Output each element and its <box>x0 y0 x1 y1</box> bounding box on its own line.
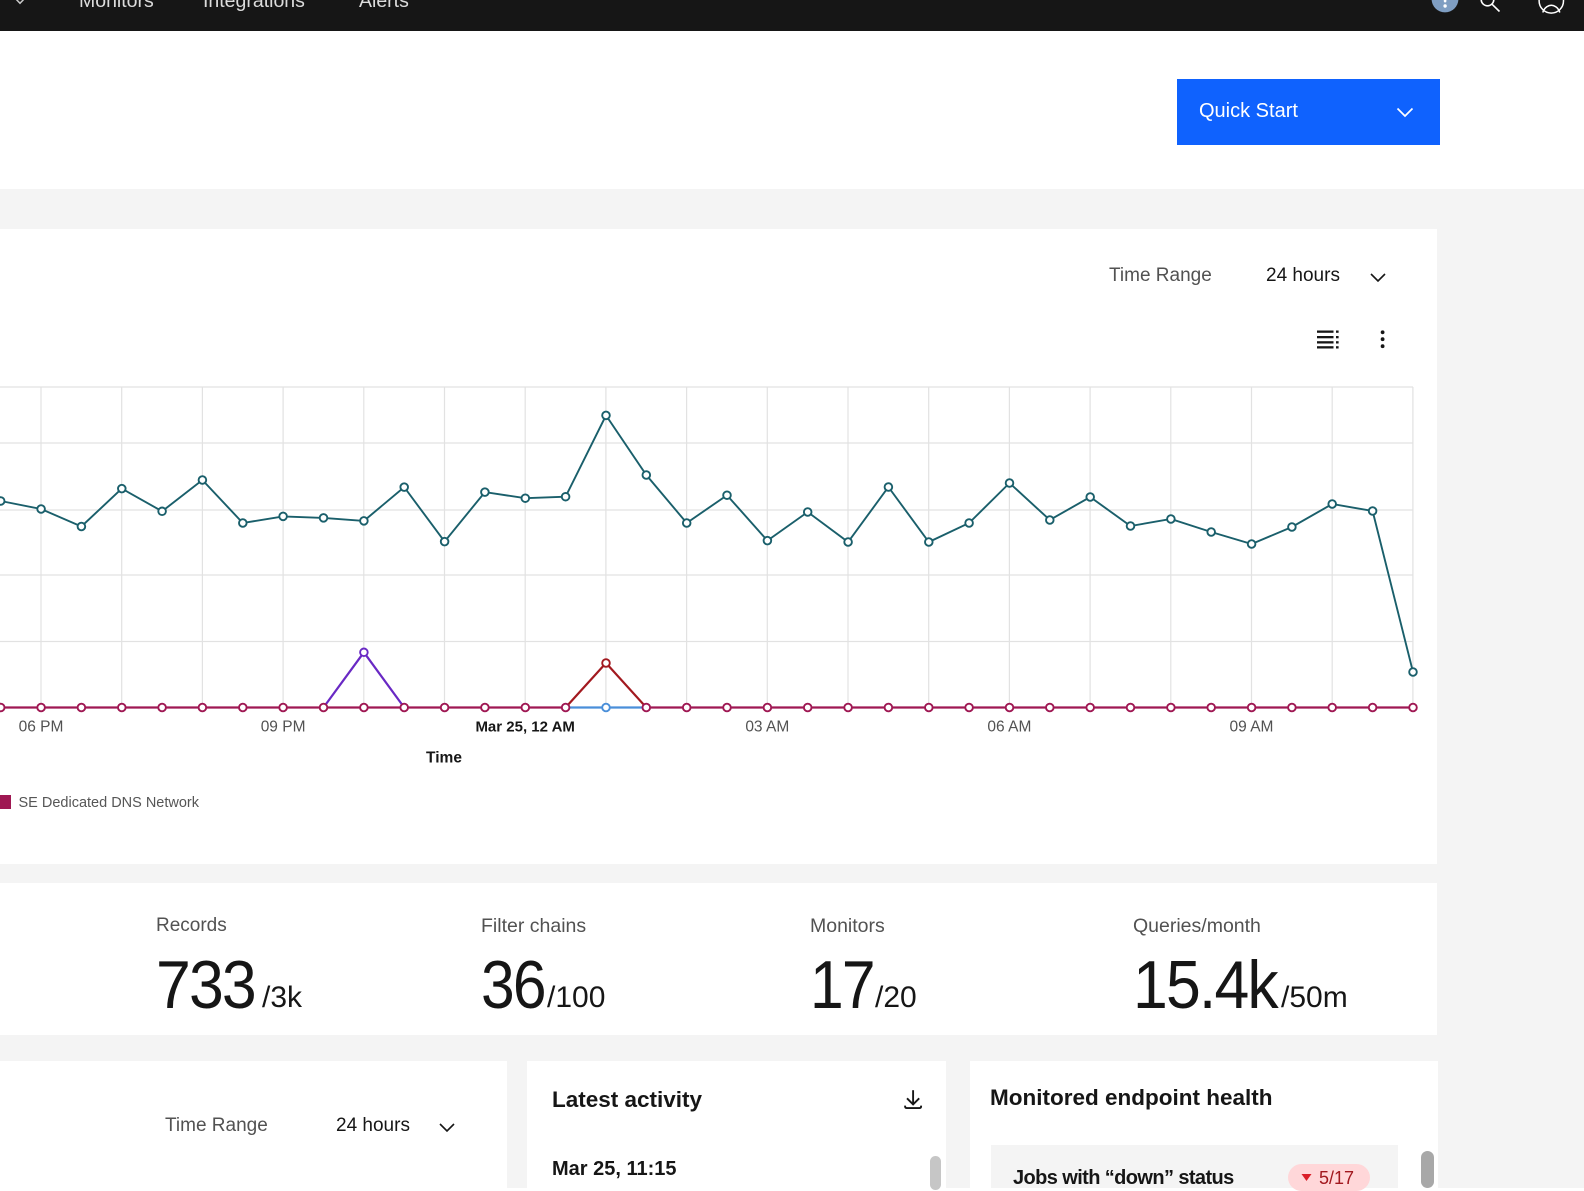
svg-text:SE Dedicated DNS Network: SE Dedicated DNS Network <box>19 795 200 811</box>
svg-text:09 PM: 09 PM <box>261 719 306 736</box>
svg-text:Mar 25, 12 AM: Mar 25, 12 AM <box>475 719 575 736</box>
svg-text:09 AM: 09 AM <box>1230 719 1274 736</box>
svg-text:06 PM: 06 PM <box>19 719 64 736</box>
svg-text:Time: Time <box>426 750 462 767</box>
svg-text:03 AM: 03 AM <box>745 719 789 736</box>
svg-text:06 AM: 06 AM <box>987 719 1031 736</box>
